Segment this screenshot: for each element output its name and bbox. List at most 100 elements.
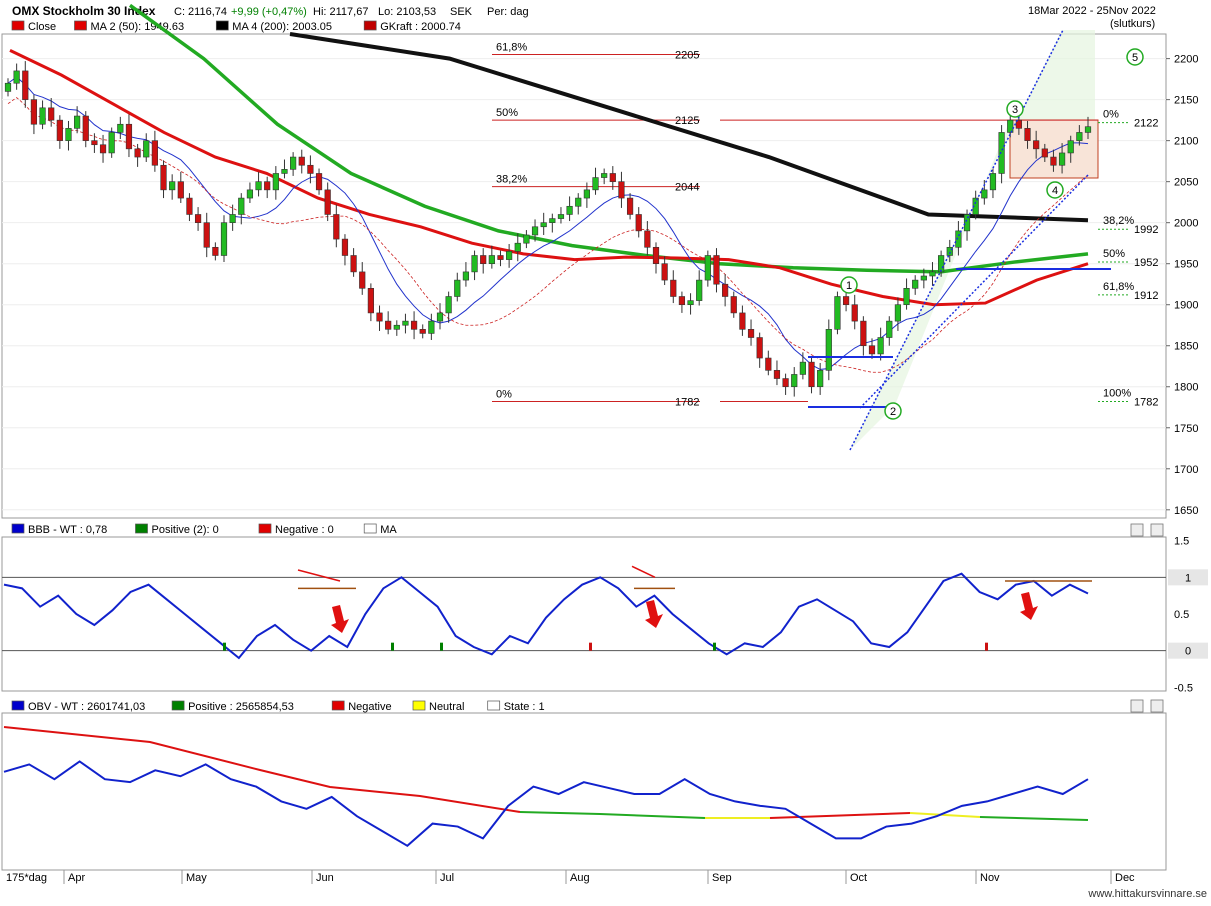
fib-right-value: 1782 bbox=[1134, 397, 1158, 409]
candle-body bbox=[773, 370, 781, 379]
ma-short-line bbox=[7, 76, 1089, 370]
candle-body bbox=[1041, 148, 1048, 158]
month-label: Jun bbox=[316, 872, 334, 884]
candle-body bbox=[808, 361, 815, 388]
candle-body bbox=[177, 181, 184, 199]
candle-body bbox=[592, 177, 599, 191]
bbb-ref-label: 1 bbox=[1185, 572, 1191, 584]
candle-body bbox=[722, 283, 729, 297]
candle-body bbox=[644, 230, 651, 248]
candle-body bbox=[298, 156, 305, 166]
main-grid bbox=[2, 58, 1166, 511]
zoom-icon[interactable] bbox=[1130, 699, 1144, 713]
legend-swatch bbox=[215, 20, 229, 31]
candle-body bbox=[454, 279, 461, 297]
close-icon[interactable] bbox=[1150, 523, 1164, 537]
candle-body bbox=[661, 263, 668, 281]
candle-body bbox=[670, 279, 677, 297]
signal-marker bbox=[713, 642, 716, 651]
price-tick-label: 1650 bbox=[1174, 505, 1198, 517]
fib-value-label: 2044 bbox=[675, 182, 699, 194]
date-range: 18Mar 2022 - 25Nov 2022 bbox=[1028, 5, 1156, 17]
candle-body bbox=[929, 271, 936, 277]
price-tick-label: 1850 bbox=[1174, 341, 1198, 353]
fib-right-pct: 100% bbox=[1103, 388, 1131, 400]
price-tick-label: 2050 bbox=[1174, 177, 1198, 189]
legend-label: Positive : 2565854,53 bbox=[188, 701, 294, 713]
trend-line-upper bbox=[849, 29, 1064, 451]
change-value: +9,99 (+0,47%) bbox=[231, 6, 307, 18]
time-axis: 175*dag Apr May Jun Jul Aug Sep Oct Nov Dec bbox=[2, 869, 1166, 884]
wave-label: 5 bbox=[1132, 52, 1138, 64]
candle-body bbox=[341, 238, 349, 256]
candle-body bbox=[307, 164, 314, 174]
trend-channel bbox=[850, 30, 1095, 450]
candle-body bbox=[938, 255, 945, 273]
candle-body bbox=[393, 324, 400, 330]
candle-body bbox=[817, 370, 824, 388]
zoom-icon[interactable] bbox=[1130, 523, 1144, 537]
bbb-ref-label-bg bbox=[1168, 569, 1208, 586]
candle-body bbox=[1067, 140, 1074, 154]
wave-label: 3 bbox=[1012, 104, 1018, 116]
candle-body bbox=[635, 214, 642, 232]
candle-body bbox=[998, 132, 1005, 174]
legend-label: BBB - WT : 0,78 bbox=[28, 524, 107, 536]
bbb-ref-label-bg bbox=[1168, 642, 1208, 659]
down-arrow-icon bbox=[645, 600, 663, 628]
candle-body bbox=[782, 378, 789, 388]
wave-label: 2 bbox=[890, 406, 896, 418]
bbb-panel bbox=[1, 536, 1167, 692]
legend-label: MA 4 (200): 2003.05 bbox=[232, 21, 332, 33]
wave-labels: 1 2 3 4 5 bbox=[840, 48, 1144, 420]
icon-frame bbox=[1150, 699, 1164, 713]
candle-body bbox=[696, 279, 703, 301]
ma-200-line bbox=[289, 32, 1089, 223]
bbb-legend: BBB - WT : 0,78 Positive (2): 0 Negative :… bbox=[11, 523, 397, 536]
main-legend: Close MA 2 (50): 1949.63 MA 4 (200): 2003.… bbox=[11, 20, 461, 33]
legend-label: Close bbox=[28, 21, 56, 33]
legend-swatch bbox=[258, 523, 272, 534]
signal-marker bbox=[223, 642, 226, 651]
fib-pct-label: 50% bbox=[496, 107, 518, 119]
legend-label: Neutral bbox=[429, 701, 464, 713]
candle-body bbox=[203, 222, 210, 248]
footer-link[interactable]: www.hittakursvinnare.se bbox=[1088, 888, 1207, 900]
month-label: Jul bbox=[440, 872, 454, 884]
chart-title: OMX Stockholm 30 Index bbox=[12, 4, 156, 18]
candle-body bbox=[333, 214, 340, 240]
candle-body bbox=[471, 255, 478, 273]
icon-frame bbox=[1130, 523, 1144, 537]
candle-body bbox=[549, 218, 556, 223]
candle-body bbox=[799, 361, 806, 375]
bbb-axis: 1.510.50-0.510 bbox=[2, 536, 1208, 694]
wave-circle bbox=[1006, 100, 1024, 118]
low-value: Lo: 2103,53 bbox=[378, 6, 436, 18]
legend-label: State : 1 bbox=[504, 701, 545, 713]
candle-body bbox=[739, 312, 746, 330]
candle-body bbox=[626, 197, 634, 215]
fib-right-value: 1992 bbox=[1134, 224, 1158, 236]
signal-marker bbox=[440, 642, 443, 651]
candle-body bbox=[886, 320, 893, 338]
close-icon[interactable] bbox=[1150, 699, 1164, 713]
candle-body bbox=[868, 345, 876, 355]
period: Per: dag bbox=[487, 6, 529, 18]
candle-body bbox=[212, 246, 219, 256]
consolidation-box bbox=[1009, 119, 1099, 179]
fib-right-pct: 50% bbox=[1103, 248, 1125, 260]
currency: SEK bbox=[450, 6, 473, 18]
candle-body bbox=[946, 246, 953, 256]
candle-body bbox=[56, 119, 63, 141]
icon-frame bbox=[1130, 699, 1144, 713]
month-label: Nov bbox=[980, 872, 1000, 884]
candle-body bbox=[220, 222, 228, 256]
candle-body bbox=[652, 246, 660, 264]
candle-body bbox=[1024, 128, 1031, 141]
candle-body bbox=[687, 300, 694, 306]
candle-body bbox=[125, 123, 133, 150]
bbb-tick-label: -0.5 bbox=[1174, 682, 1193, 694]
bbb-ref-label: 0 bbox=[1185, 646, 1191, 658]
high-value: Hi: 2117,67 bbox=[313, 6, 368, 18]
